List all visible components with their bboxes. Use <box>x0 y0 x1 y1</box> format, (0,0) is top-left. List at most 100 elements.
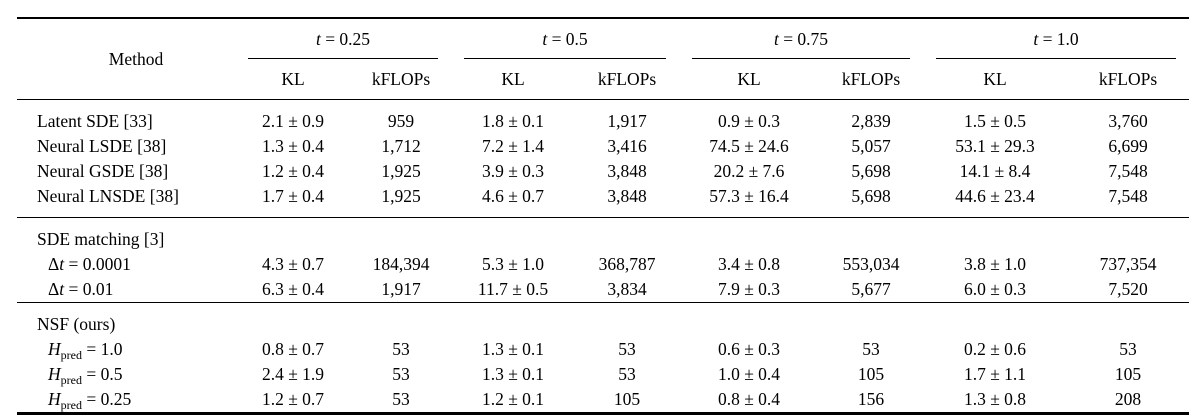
method-label-sub: pred <box>60 373 82 387</box>
table-section-2: NSF (ours) Hpred = 1.0 0.8 ± 0.7 53 1.3 ± 0.… <box>17 302 1189 414</box>
kflops-value-cell: 368,787 <box>598 254 656 274</box>
method-label-pre: Δ <box>48 254 60 274</box>
group-var: t <box>542 28 548 49</box>
column-header-kflops: kFLOPs <box>371 68 431 89</box>
kl-value-cell: 53.1 ± 29.3 <box>955 136 1035 156</box>
table-row: Δt = 0.01 6.3 ± 0.4 1,917 11.7 ± 0.5 3,834 7.… <box>17 277 1189 303</box>
method-label-it: H <box>48 389 61 409</box>
kl-value-cell: 2.4 ± 1.9 <box>261 364 325 384</box>
kflops-value-cell: 53 <box>392 364 410 384</box>
kflops-value-cell: 7,520 <box>1108 279 1148 299</box>
kflops-value-cell: 1,712 <box>381 136 421 156</box>
kl-value-cell: 7.9 ± 0.3 <box>717 279 781 299</box>
method-label-rest: = 0.0001 <box>64 254 131 274</box>
method-cell: Hpred = 0.25 <box>17 387 235 414</box>
table-row: Hpred = 1.0 0.8 ± 0.7 53 1.3 ± 0.1 53 0.6 ± 0… <box>17 337 1189 362</box>
kl-value-cell: 1.7 ± 0.4 <box>261 186 325 206</box>
method-cell: Neural LNSDE [38] <box>17 184 235 218</box>
kflops-value-cell: 5,057 <box>851 136 891 156</box>
kflops-value-cell: 53 <box>862 339 880 359</box>
kl-value-cell: 0.2 ± 0.6 <box>963 339 1027 359</box>
kl-value-cell: 44.6 ± 23.4 <box>955 186 1035 206</box>
kflops-value-cell: 1,917 <box>607 111 647 131</box>
method-label-it: t <box>59 254 65 274</box>
kl-value-cell: 1.3 ± 0.1 <box>481 339 545 359</box>
table-header: Method t = 0.25 t = 0.5 t = 0.75 t = 1.0… <box>17 18 1189 100</box>
kflops-value-cell: 6,699 <box>1108 136 1148 156</box>
kflops-value-cell: 5,698 <box>851 161 891 181</box>
column-group-t-025: t = 0.25 <box>235 18 451 59</box>
method-label-rest: = 1.0 <box>81 339 123 359</box>
kl-value-cell: 0.6 ± 0.3 <box>717 339 781 359</box>
group-eq: = 0.25 <box>320 28 371 49</box>
method-cell: Neural LSDE [38] <box>17 134 235 159</box>
group-eq: = 0.5 <box>547 28 588 49</box>
header-sub-row: KL kFLOPs KL kFLOPs KL kFLOPs KL kFLOPs <box>17 59 1189 100</box>
column-header-kflops: kFLOPs <box>1098 68 1158 89</box>
kflops-value-cell: 7,548 <box>1108 186 1148 206</box>
method-label-pre: Neural LNSDE [38] <box>37 186 179 206</box>
method-cell: Δt = 0.0001 <box>17 252 235 277</box>
kflops-value-cell: 53 <box>618 364 636 384</box>
kflops-value-cell: 156 <box>857 389 885 409</box>
kflops-value-cell: 3,848 <box>607 186 647 206</box>
kflops-value-cell: 105 <box>613 389 641 409</box>
kl-value-cell: 3.9 ± 0.3 <box>481 161 545 181</box>
method-cell: Δt = 0.01 <box>17 277 235 303</box>
table-row: Neural LNSDE [38] 1.7 ± 0.4 1,925 4.6 ± 0.7… <box>17 184 1189 218</box>
kflops-value-cell: 53 <box>392 339 410 359</box>
method-label-sub: pred <box>60 398 82 412</box>
method-label-sub: pred <box>60 348 82 362</box>
kflops-value-cell: 1,925 <box>381 161 421 181</box>
kflops-value-cell: 1,917 <box>381 279 421 299</box>
table-row: Δt = 0.0001 4.3 ± 0.7 184,394 5.3 ± 1.0 368,… <box>17 252 1189 277</box>
kl-value-cell: 3.4 ± 0.8 <box>717 254 781 274</box>
method-label-pre: Latent SDE [33] <box>37 111 153 131</box>
method-label-rest: = 0.25 <box>81 389 132 409</box>
kl-value-cell: 1.2 ± 0.4 <box>261 161 325 181</box>
kl-value-cell: 3.8 ± 1.0 <box>963 254 1027 274</box>
kl-value-cell: 1.7 ± 1.1 <box>963 364 1027 384</box>
kl-value-cell: 6.3 ± 0.4 <box>261 279 325 299</box>
kflops-value-cell: 3,416 <box>607 136 647 156</box>
kl-value-cell: 0.9 ± 0.3 <box>717 111 781 131</box>
column-header-kflops: kFLOPs <box>597 68 657 89</box>
table-row: Neural LSDE [38] 1.3 ± 0.4 1,712 7.2 ± 1.4 3… <box>17 134 1189 159</box>
section-header-row: NSF (ours) <box>17 303 1189 338</box>
kflops-value-cell: 105 <box>857 364 885 384</box>
column-group-t-05: t = 0.5 <box>451 18 679 59</box>
method-label-pre: Neural LSDE [38] <box>37 136 167 156</box>
group-var: t <box>1033 28 1039 49</box>
table-section-0: Latent SDE [33] 2.1 ± 0.9 959 1.8 ± 0.1 1,91… <box>17 100 1189 218</box>
kl-value-cell: 1.8 ± 0.1 <box>481 111 545 131</box>
column-group-t-075: t = 0.75 <box>679 18 923 59</box>
kflops-value-cell: 3,848 <box>607 161 647 181</box>
kflops-value-cell: 208 <box>1114 389 1142 409</box>
method-cell: Hpred = 0.5 <box>17 362 235 387</box>
kl-value-cell: 74.5 ± 24.6 <box>709 136 789 156</box>
kflops-value-cell: 737,354 <box>1099 254 1157 274</box>
kl-value-cell: 1.2 ± 0.1 <box>481 389 545 409</box>
kflops-value-cell: 2,839 <box>851 111 891 131</box>
kflops-value-cell: 7,548 <box>1108 161 1148 181</box>
method-label-it: H <box>48 364 61 384</box>
section-header-cell: SDE matching [3] <box>37 229 165 249</box>
kl-value-cell: 0.8 ± 0.4 <box>717 389 781 409</box>
method-label-rest: = 0.01 <box>64 279 114 299</box>
kflops-value-cell: 3,834 <box>607 279 647 299</box>
header-group-row: Method t = 0.25 t = 0.5 t = 0.75 t = 1.0 <box>17 18 1189 69</box>
column-header-method: Method <box>108 49 164 69</box>
kl-value-cell: 7.2 ± 1.4 <box>481 136 545 156</box>
method-cell: Latent SDE [33] <box>17 100 235 135</box>
method-label-it: H <box>48 339 61 359</box>
group-var: t <box>315 28 321 49</box>
column-group-t-10: t = 1.0 <box>923 18 1189 59</box>
kl-value-cell: 1.5 ± 0.5 <box>963 111 1027 131</box>
group-eq: = 0.75 <box>778 28 829 49</box>
group-var: t <box>773 28 779 49</box>
kflops-value-cell: 1,925 <box>381 186 421 206</box>
kl-value-cell: 1.0 ± 0.4 <box>717 364 781 384</box>
section-header-row: SDE matching [3] <box>17 218 1189 253</box>
column-header-kflops: kFLOPs <box>841 68 901 89</box>
column-header-kl: KL <box>281 68 305 89</box>
